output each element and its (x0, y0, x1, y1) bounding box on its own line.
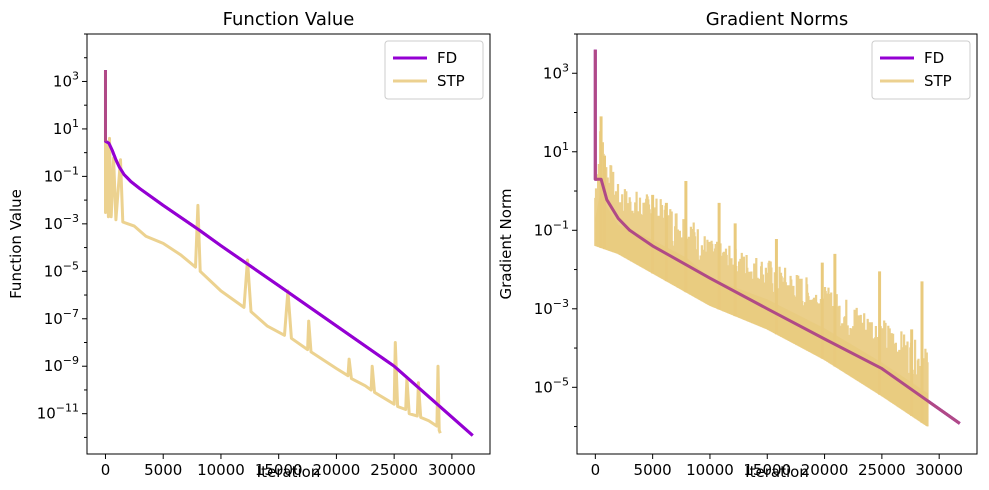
gn-title: Gradient Norms (706, 9, 849, 30)
gn-ytick-label: 10−3 (534, 297, 569, 318)
fv-ytick-label: 10−5 (44, 259, 79, 280)
gn-xtick-label: 20000 (801, 461, 849, 479)
gn-ylabel: Gradient Norm (497, 189, 515, 300)
gn-legend-label-stp: STP (924, 72, 952, 90)
gn-xtick-label: 10000 (686, 461, 734, 479)
fv-xlabel: Iteration (257, 463, 321, 481)
gn-xtick-label: 15000 (743, 461, 791, 479)
fv-legend-label-fd: FD (437, 49, 457, 67)
fv-ytick-label: 10−9 (44, 354, 79, 375)
fv-series-fd-line (104, 70, 474, 437)
gn-legend-label-fd: FD (924, 49, 944, 67)
gn-xtick-label: 25000 (858, 461, 906, 479)
gn-plot-area (593, 49, 961, 427)
gn-series-fd-overlay (593, 49, 961, 425)
fv-plot-area (103, 70, 474, 437)
gn-ytick-label: 103 (543, 61, 569, 82)
fv-legend-box (384, 40, 484, 100)
fv-xtick-label: 30000 (428, 461, 476, 479)
fv-xtick-label: 15000 (255, 461, 303, 479)
fv-series-stp-line (104, 70, 442, 434)
fv-xtick-label: 10000 (197, 461, 245, 479)
gn-ytick-label: 10−1 (534, 218, 569, 239)
fv-ytick-label: 101 (53, 117, 79, 138)
gn-xtick-label: 5000 (634, 461, 672, 479)
fv-series-fd-overlay (104, 70, 474, 437)
fv-ytick-label: 10−3 (44, 212, 79, 233)
gn-legend-box (871, 40, 971, 100)
gn-xtick-label: 30000 (915, 461, 963, 479)
gn-legend: FD STP (871, 40, 971, 100)
fv-legend: FD STP (384, 40, 484, 100)
fv-ylabel: Function Value (7, 189, 25, 299)
gn-ytick-label: 10−5 (534, 375, 569, 396)
gn-xlabel: Iteration (745, 463, 809, 481)
fv-title: Function Value (223, 9, 355, 30)
gn-chart: 0 5000 10000 15000 20000 25000 30000 103 101 10−1… (497, 9, 978, 481)
fv-axes-frame (86, 33, 491, 455)
fv-xtick-label: 25000 (370, 461, 418, 479)
gn-ytick-label: 101 (543, 140, 569, 161)
fv-legend-label-stp: STP (437, 72, 465, 90)
gn-xtick-label: 0 (591, 461, 601, 479)
fv-xtick-label: 20000 (313, 461, 361, 479)
fv-chart: 0 5000 10000 15000 20000 25000 30000 103 101 10−1… (7, 9, 491, 481)
gn-axes-frame (576, 33, 978, 455)
fv-ytick-label: 10−1 (44, 164, 79, 185)
fv-ytick-label: 10−11 (37, 402, 79, 423)
fv-xtick-label: 0 (101, 461, 111, 479)
fv-ytick-label: 103 (53, 69, 79, 90)
gn-series-stp-band (594, 116, 929, 427)
fv-ytick-label: 10−7 (44, 307, 79, 328)
fv-xtick-label: 5000 (144, 461, 182, 479)
